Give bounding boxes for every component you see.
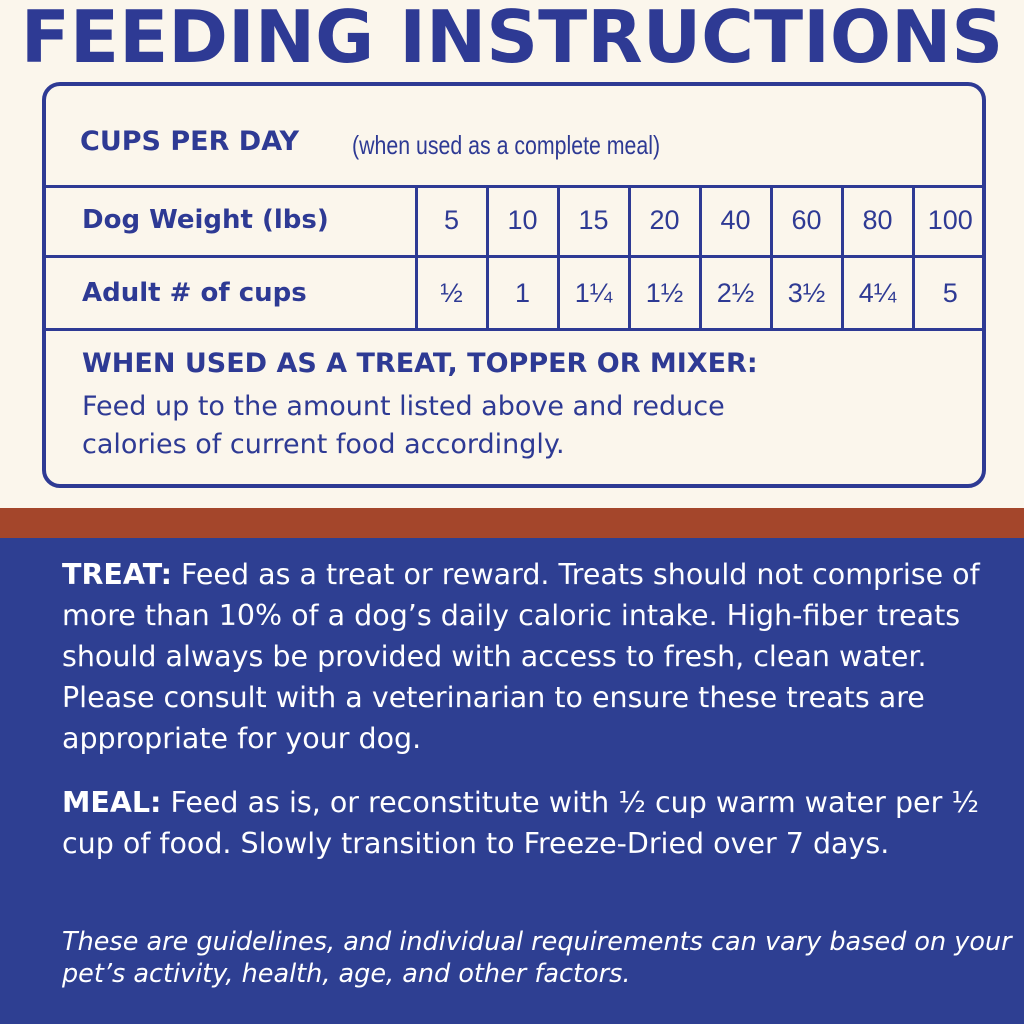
table-cell-cups: 4¼ [840,255,915,331]
treat-paragraph: TREAT: Feed as a treat or reward. Treats… [62,554,1012,759]
table-row-cups: Adult # of cups ½ 1 1¼ 1½ 2½ 3½ 4¼ 5 [46,255,982,331]
table-cell-weight: 15 [556,185,631,258]
table-cell-weight: 20 [627,185,702,258]
treat-topper-heading: WHEN USED AS A TREAT, TOPPER OR MIXER: [82,348,758,379]
cups-row-label: Adult # of cups [46,255,418,331]
table-cell-cups: 3½ [769,255,844,331]
table-row-weight: Dog Weight (lbs) 5 10 15 20 40 60 80 100 [46,185,982,258]
table-cell-weight: 5 [414,185,489,258]
cups-per-day-header: CUPS PER DAY (when used as a complete me… [46,86,982,188]
table-cell-cups: 5 [911,255,982,331]
table-cell-weight: 100 [911,185,982,258]
treat-topper-text: Feed up to the amount listed above and r… [82,388,942,464]
feeding-chart-card: CUPS PER DAY (when used as a complete me… [42,82,986,488]
cups-per-day-subheading: (when used as a complete meal) [352,130,661,160]
table-cell-cups: ½ [414,255,489,331]
cups-per-day-heading: CUPS PER DAY [80,126,300,157]
guidelines-note: These are guidelines, and individual req… [62,927,1012,989]
meal-text: Feed as is, or reconstitute with ½ cup w… [62,786,979,860]
table-cell-cups: 1¼ [556,255,631,331]
table-cell-weight: 40 [698,185,773,258]
table-cell-cups: 1½ [627,255,702,331]
divider-band [0,508,1024,538]
weight-row-label: Dog Weight (lbs) [46,185,418,258]
table-cell-cups: 1 [485,255,560,331]
meal-label: MEAL: [62,786,162,819]
treat-topper-line: Feed up to the amount listed above and r… [82,391,725,422]
instructions-panel: TREAT: Feed as a treat or reward. Treats… [0,538,1024,1024]
feeding-table: Dog Weight (lbs) 5 10 15 20 40 60 80 100… [46,185,982,331]
treat-text: Feed as a treat or reward. Treats should… [62,558,980,755]
table-cell-weight: 80 [840,185,915,258]
page-title: FEEDING INSTRUCTIONS [20,0,1004,79]
table-cell-cups: 2½ [698,255,773,331]
meal-paragraph: MEAL: Feed as is, or reconstitute with ½… [62,782,1012,864]
table-cell-weight: 60 [769,185,844,258]
treat-label: TREAT: [62,558,172,591]
table-cell-weight: 10 [485,185,560,258]
treat-topper-line: calories of current food accordingly. [82,429,565,460]
